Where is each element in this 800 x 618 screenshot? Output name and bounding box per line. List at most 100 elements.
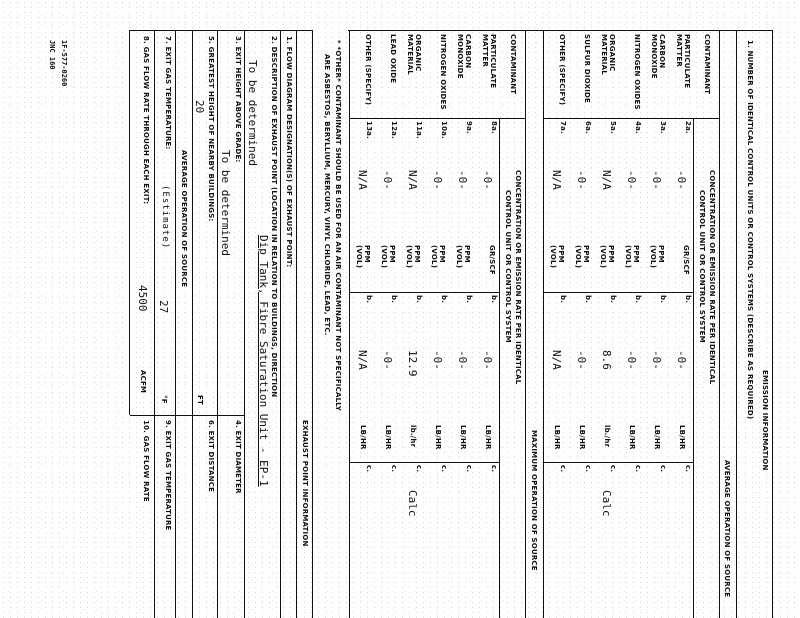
item-number: b. (465, 295, 473, 304)
rule (736, 30, 737, 618)
concentration-value: -0- (625, 170, 638, 190)
emission-rate-value: -0- (575, 350, 588, 370)
item-number: c. (490, 465, 498, 473)
footnote: * *OTHER* CONTAMINANT SHOULD BE USED FOR… (334, 40, 342, 412)
item-number: c. (415, 465, 423, 473)
emission-rate-value: -0- (456, 350, 469, 370)
contaminant-name: PARTICULATE MATTER (481, 34, 497, 89)
exhaust-item8-value: 4500 (136, 285, 149, 312)
rule (244, 30, 245, 618)
column-rule (350, 292, 500, 293)
concentration-value: -0- (650, 170, 663, 190)
rule (129, 30, 130, 415)
method-value: Calc (406, 490, 419, 517)
side-code: 1F-577-0260 (60, 40, 68, 87)
concentration-value: -0- (381, 170, 394, 190)
concentration-unit: PPM (VOL) (355, 245, 371, 269)
concentration-header: CONCENTRATION OR EMISSION RATE PER IDENT… (514, 170, 522, 385)
rule (772, 30, 773, 618)
contaminant-name: NITROGEN OXIDES (633, 34, 641, 110)
item-number: 3a. (659, 121, 667, 134)
rule (175, 30, 176, 618)
emission-rate-unit: LB/HR (553, 425, 561, 450)
rule (130, 415, 245, 416)
item-number: b. (390, 295, 398, 304)
exhaust-item8-unit: ACFM (139, 370, 147, 394)
contaminant-name: SULFUR DIOXIDE (583, 34, 591, 103)
exhaust-item7: 7. EXIT GAS TEMPERATURE: (164, 36, 172, 150)
table-rule (693, 118, 694, 618)
emission-rate-unit: LB/HR (384, 425, 392, 450)
concentration-value: -0- (431, 170, 444, 190)
emission-rate-value: -0- (481, 350, 494, 370)
emission-rate-unit: LB/HR (578, 425, 586, 450)
emission-title: EMISSION INFORMATION (761, 370, 769, 471)
concentration-value: -0- (675, 170, 688, 190)
concentration-unit: PPM (VOL) (405, 245, 421, 269)
item-number: 13a. (365, 121, 373, 139)
item-number: c. (609, 465, 617, 473)
exhaust-item9: 9. EXIT GAS TEMPERATURE (164, 420, 172, 531)
contaminant-header: CONTAMINANT (703, 34, 711, 95)
exhaust-item1: 1. FLOW DIAGRAM DESIGNATION(S) OF EXHAUS… (285, 36, 293, 268)
item-number: c. (584, 465, 592, 473)
exhaust-item4: 4. EXIT DIAMETER (234, 420, 242, 494)
concentration-unit: PPM (VOL) (599, 245, 615, 269)
exhaust-item3: 3. EXIT HEIGHT ABOVE GRADE: (234, 36, 242, 163)
exhaust-item2: 2. DESCRIPTION OF EXHAUST POINT (LOCATIO… (270, 36, 278, 398)
exhaust-item5: 5. GREATEST HEIGHT OF NEARBY BUILDINGS: (207, 36, 215, 222)
concentration-value: -0- (481, 170, 494, 190)
item1-label: 1. NUMBER OF IDENTICAL CONTROL UNITS OR … (746, 40, 754, 420)
rule (280, 30, 281, 618)
exhaust-item1-value: Dip Tank, Fibre Saturation Unit - EP-1 (257, 235, 270, 487)
emission-rate-unit: LB/HR (653, 425, 661, 450)
rule (130, 30, 313, 31)
concentration-value: N/A (550, 170, 563, 190)
concentration-unit: PPM (VOL) (430, 245, 446, 269)
max-section-title: MAXIMUM OPERATION OF SOURCE (530, 430, 538, 571)
contaminant-name: ORGANIC MATERIAL (600, 34, 616, 75)
concentration-value: N/A (356, 170, 369, 190)
exhaust-avg-section: AVERAGE OPERATION OF SOURCE (180, 150, 188, 288)
item-number: b. (584, 295, 592, 304)
item-number: 7a. (559, 121, 567, 134)
emission-rate-unit: LB/HR (359, 425, 367, 450)
exhaust-item6: 6. EXIT DISTANCE (207, 420, 215, 493)
emission-rate-value: -0- (381, 350, 394, 370)
concentration-value: N/A (406, 170, 419, 190)
item-number: 10a. (440, 121, 448, 139)
exhaust-item7-value: 27 (157, 300, 170, 314)
concentration-unit: PPM (VOL) (624, 245, 640, 269)
item-number: 12a. (390, 121, 398, 139)
emission-rate-unit: lb./hr (603, 425, 611, 448)
exhaust-title: EXHAUST POINT INFORMATION (301, 420, 309, 547)
contaminant-name: CARBON MONOXIDE (456, 34, 472, 79)
emission-rate-unit: LB/HR (434, 425, 442, 450)
contaminant-name: CARBON MONOXIDE (650, 34, 666, 79)
item-number: c. (365, 465, 373, 473)
item-number: 9a. (465, 121, 473, 134)
item-number: b. (634, 295, 642, 304)
emission-rate-value: N/A (550, 350, 563, 370)
emission-rate-value: 12.9 (406, 350, 419, 377)
rule (217, 30, 218, 618)
rule (154, 30, 155, 618)
column-rule (544, 462, 694, 463)
emission-rate-unit: LB/HR (678, 425, 686, 450)
rule (296, 30, 297, 618)
item-number: c. (684, 465, 692, 473)
emission-rate-unit: LB/HR (484, 425, 492, 450)
item-number: b. (559, 295, 567, 304)
concentration-value: -0- (456, 170, 469, 190)
item-number: c. (659, 465, 667, 473)
item-number: c. (465, 465, 473, 473)
concentration-header-2: CONTROL UNIT OR CONTROL SYSTEM (504, 190, 512, 343)
emission-rate-unit: LB/HR (459, 425, 467, 450)
method-value: Calc (600, 490, 613, 517)
avg-section-title: AVERAGE OPERATION OF SOURCE (723, 460, 731, 598)
emission-rate-value: -0- (675, 350, 688, 370)
emission-rate-value: 8.6 (600, 350, 613, 370)
exhaust-item5-unit: FT (196, 395, 204, 405)
